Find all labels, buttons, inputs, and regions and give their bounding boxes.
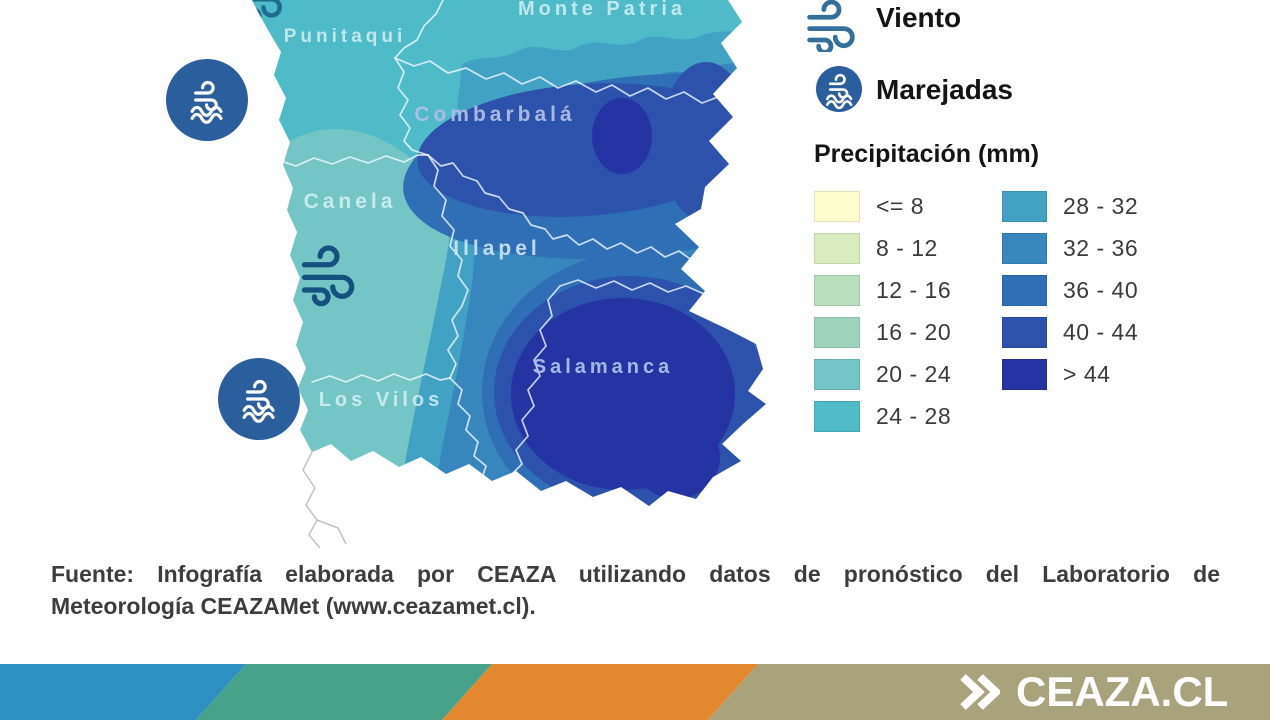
brand-bar-segment-olive	[708, 664, 1270, 720]
south-coast-outline	[302, 451, 347, 549]
legend-row: 40 - 44	[1002, 317, 1138, 348]
region-label-monte-patria: Monte Patria	[518, 0, 686, 20]
brand-site-label: CEAZA.CL	[1016, 668, 1229, 715]
legend-row: 16 - 20	[814, 317, 951, 348]
legend-row: <= 8	[814, 191, 951, 222]
legend-range-label: 40 - 44	[1063, 319, 1139, 345]
legend-row: 36 - 40	[1002, 275, 1138, 306]
legend-row: 20 - 24	[814, 359, 951, 390]
legend-column-right: 28 - 32 32 - 36 36 - 40 40 - 44 > 44	[1002, 191, 1138, 390]
legend-range-label: 8 - 12	[876, 235, 938, 261]
precipitation-map: Punitaqui Monte Patria Combarbalá Canela…	[166, 0, 766, 549]
brand-bar	[0, 664, 1270, 720]
legend-swatch	[1002, 359, 1047, 390]
double-chevron-right-icon	[960, 674, 1000, 710]
swell-badge-south	[218, 358, 300, 440]
commune-borders	[259, 0, 741, 479]
legend-row: 12 - 16	[814, 275, 951, 306]
legend-swatch	[814, 359, 860, 390]
brand-bar-segment-blue	[0, 664, 246, 720]
region-label-illapel: Illapel	[453, 237, 541, 260]
legend-swatch	[814, 317, 860, 348]
legend-range-label: 20 - 24	[876, 361, 952, 387]
region-label-combarbala: Combarbalá	[414, 103, 575, 126]
wind-legend-label: Viento	[876, 2, 962, 33]
legend-range-label: 24 - 28	[876, 403, 952, 429]
legend-row: 28 - 32	[1002, 191, 1138, 222]
source-note: Fuente: Infografía elaborada por CEAZA u…	[51, 558, 1220, 622]
brand-bar-segment-orange	[442, 664, 758, 720]
legend-range-label: 16 - 20	[876, 319, 952, 345]
legend-swatch	[1002, 233, 1047, 264]
legend-swatch	[814, 275, 860, 306]
source-note-line: Fuente: Infografía elaborada por CEAZA u…	[51, 561, 1220, 587]
legend-range-label: 32 - 36	[1063, 235, 1139, 261]
legend-swatch	[814, 401, 860, 432]
legend-swatch	[814, 191, 860, 222]
legend-range-label: > 44	[1063, 361, 1111, 387]
swell-badge-icon	[816, 66, 862, 112]
brand-lockup: CEAZA.CL	[958, 664, 1228, 720]
brand-bar-segment-green	[196, 664, 492, 720]
region-label-los-vilos: Los Vilos	[319, 389, 444, 411]
legend-swatch	[814, 233, 860, 264]
wind-icon	[800, 0, 862, 52]
legend-range-label: 28 - 32	[1063, 193, 1139, 219]
source-note-line: Meteorología CEAZAMet (www.ceazamet.cl).	[51, 593, 536, 619]
legend-swatch	[1002, 275, 1047, 306]
swell-badge-north	[166, 59, 248, 141]
legend-range-label: 12 - 16	[876, 277, 952, 303]
legend-range-label: <= 8	[876, 193, 925, 219]
region-label-punitaqui: Punitaqui	[284, 26, 407, 47]
legend-row: 8 - 12	[814, 233, 951, 264]
legend-column-left: <= 8 8 - 12 12 - 16 16 - 20 20 - 24 24 -…	[814, 191, 951, 432]
precipitation-legend-title: Precipitación (mm)	[814, 140, 1040, 168]
landmass: Punitaqui Monte Patria Combarbalá Canela…	[252, 0, 766, 506]
legend-swatch	[1002, 191, 1047, 222]
region-label-canela: Canela	[304, 190, 397, 213]
region-label-salamanca: Salamanca	[533, 356, 674, 378]
legend-row: 32 - 36	[1002, 233, 1138, 264]
legend-row: > 44	[1002, 359, 1138, 390]
legend-swatch	[1002, 317, 1047, 348]
precip-band-gt-44	[511, 98, 735, 499]
legend-range-label: 36 - 40	[1063, 277, 1139, 303]
legend-row: 24 - 28	[814, 401, 951, 432]
swell-legend-label: Marejadas	[876, 74, 1013, 105]
